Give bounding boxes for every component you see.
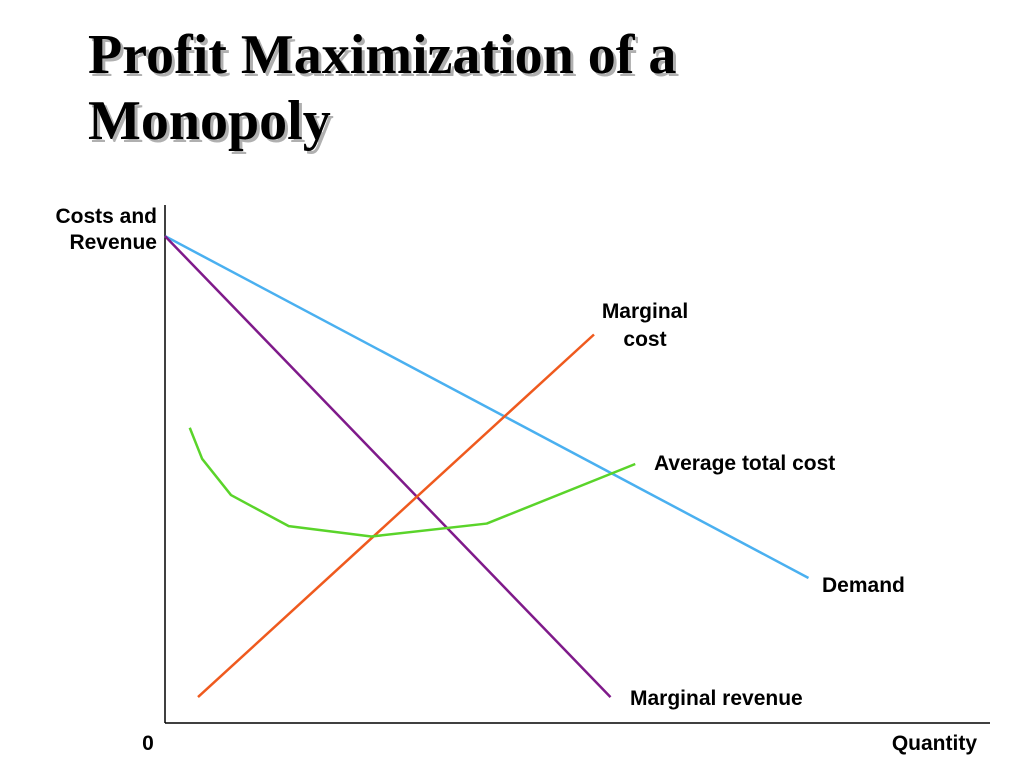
series-line-average-total-cost: [188, 427, 636, 538]
average-total-cost-label: Average total cost: [654, 452, 835, 475]
marginal-revenue-label: Marginal revenue: [630, 687, 803, 710]
origin-label: 0: [142, 732, 154, 755]
series-line-demand: [164, 234, 810, 580]
title-line-1: Profit Maximization of a: [88, 24, 677, 86]
marginal-cost-label-line-1: Marginal: [602, 300, 688, 323]
y-axis-label-line-1: Costs and: [55, 205, 157, 228]
y-axis-label-line-2: Revenue: [69, 231, 157, 254]
series-line-marginal-cost: [197, 333, 595, 699]
series-line-marginal-revenue: [164, 235, 612, 698]
series-layer: [164, 234, 810, 699]
marginal-cost-label-line-2: cost: [623, 328, 666, 351]
page-title: Profit Maximization of a Monopoly: [88, 22, 988, 154]
demand-label: Demand: [822, 574, 905, 597]
x-axis-label: Quantity: [892, 732, 977, 755]
title-line-2: Monopoly: [88, 90, 331, 152]
axes: [164, 205, 990, 724]
